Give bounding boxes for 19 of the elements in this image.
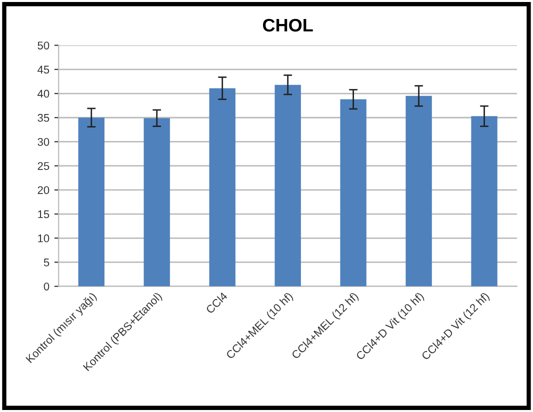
y-tick-label: 5: [44, 258, 50, 266]
y-tick-label: 35: [38, 114, 50, 122]
y-tick-label: 25: [38, 162, 50, 170]
bar: [274, 84, 301, 286]
chart-title: CHOL: [262, 18, 313, 32]
y-tick-label: 20: [38, 186, 50, 194]
bar: [340, 99, 366, 286]
y-tick-label: 50: [38, 42, 50, 50]
y-tick-label: 45: [38, 66, 50, 74]
bar: [406, 96, 432, 286]
y-tick-label: 40: [38, 90, 50, 98]
bar: [209, 88, 236, 286]
y-tick-label: 10: [38, 234, 50, 242]
y-tick-label: 0: [44, 282, 50, 290]
bar: [78, 118, 104, 286]
bar: [144, 118, 170, 286]
y-tick-label: 30: [38, 138, 50, 146]
y-tick-label: 15: [38, 210, 50, 218]
bar: [471, 116, 498, 286]
